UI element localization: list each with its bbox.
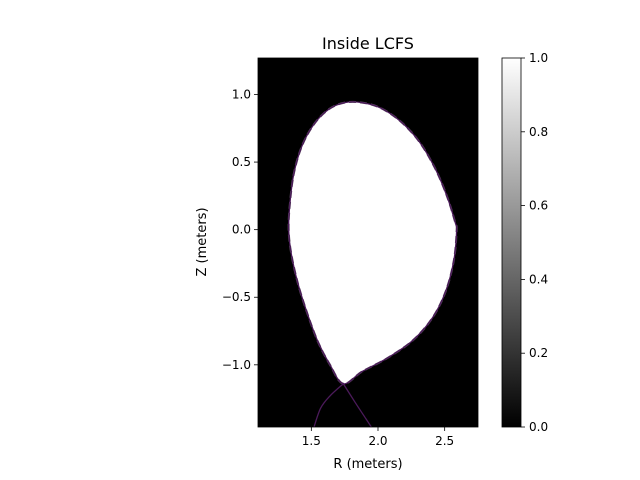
x-tick-label: 1.5	[302, 434, 321, 448]
colorbar-tick-label: 0.2	[529, 346, 548, 360]
y-tick-label: 0.0	[232, 223, 251, 237]
separatrix-leg-inner	[313, 383, 344, 427]
chart-title: Inside LCFS	[322, 34, 414, 53]
colorbar-tick-label: 0.6	[529, 199, 548, 213]
x-axis-label: R (meters)	[333, 457, 402, 472]
y-axis-label: Z (meters)	[195, 207, 210, 276]
lcfs-interior-region	[288, 101, 457, 384]
colorbar: 0.0 0.2 0.4 0.6 0.8 1.0	[501, 51, 548, 434]
y-tick-label: 1.0	[232, 87, 251, 101]
colorbar-tick-label: 0.0	[529, 420, 548, 434]
plot-area: 1.5 2.0 2.5 1.0 0.5 0.0 −0.5 −1.0	[222, 57, 479, 448]
y-tick-label: 0.5	[232, 155, 251, 169]
plot-frame	[257, 57, 479, 428]
lcfs-contour-line	[287, 101, 458, 385]
x-tick-label: 2.5	[435, 434, 454, 448]
y-tick-label: −1.0	[222, 358, 251, 372]
colorbar-gradient	[501, 57, 522, 428]
colorbar-tick-label: 0.4	[529, 272, 548, 286]
x-axis-ticks: 1.5 2.0 2.5	[302, 427, 454, 448]
colorbar-ticks: 0.0 0.2 0.4 0.6 0.8 1.0	[521, 51, 548, 434]
colorbar-tick-label: 1.0	[529, 51, 548, 65]
x-tick-label: 2.0	[368, 434, 387, 448]
y-tick-label: −0.5	[222, 290, 251, 304]
colorbar-tick-label: 0.8	[529, 125, 548, 139]
y-axis-ticks: 1.0 0.5 0.0 −0.5 −1.0	[222, 87, 258, 372]
separatrix-leg-outer	[342, 383, 372, 427]
